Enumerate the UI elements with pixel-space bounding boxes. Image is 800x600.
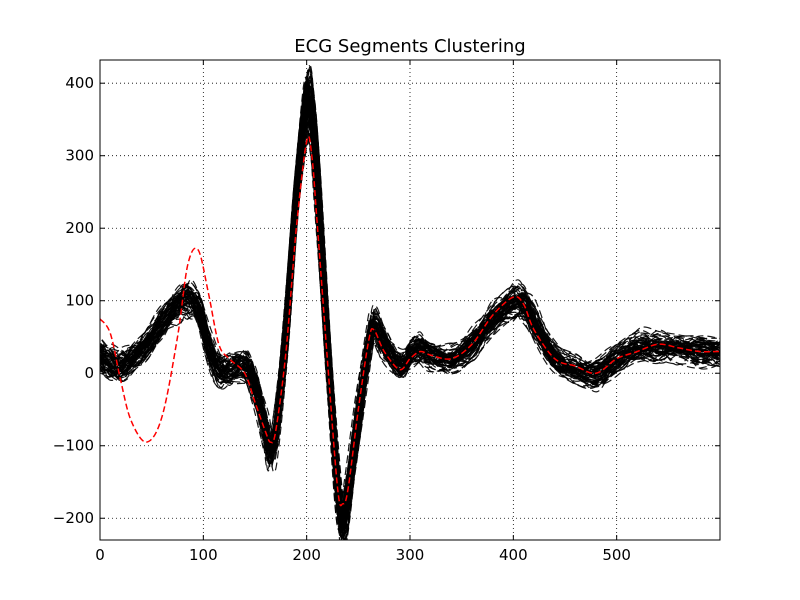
x-axis: 0 100 200 300 400 500 — [95, 60, 631, 564]
highlight-layer — [100, 135, 720, 507]
chart-title: ECG Segments Clustering — [294, 36, 525, 57]
y-tick-label: −200 — [53, 509, 94, 527]
ecg-segment-line — [102, 74, 720, 536]
y-tick-label: −100 — [53, 437, 94, 455]
y-tick-label: 400 — [65, 74, 94, 92]
y-tick-label: 300 — [65, 147, 94, 165]
ecg-segment-line — [100, 84, 720, 540]
ecg-segment-line — [100, 75, 720, 540]
x-tick-label: 0 — [95, 546, 105, 564]
x-tick-label: 200 — [292, 546, 321, 564]
x-tick-label: 300 — [396, 546, 425, 564]
ecg-segment-line — [100, 80, 719, 529]
ecg-segment-line — [101, 66, 720, 540]
highlight-segment-line — [100, 135, 720, 507]
x-tick-label: 400 — [499, 546, 528, 564]
y-tick-label: 100 — [65, 292, 94, 310]
y-axis: −200 −100 0 100 200 300 400 — [53, 74, 720, 527]
ecg-segment-line — [101, 100, 720, 519]
y-tick-label: 0 — [84, 364, 94, 382]
y-tick-label: 200 — [65, 219, 94, 237]
x-tick-label: 500 — [602, 546, 631, 564]
x-tick-label: 100 — [189, 546, 218, 564]
